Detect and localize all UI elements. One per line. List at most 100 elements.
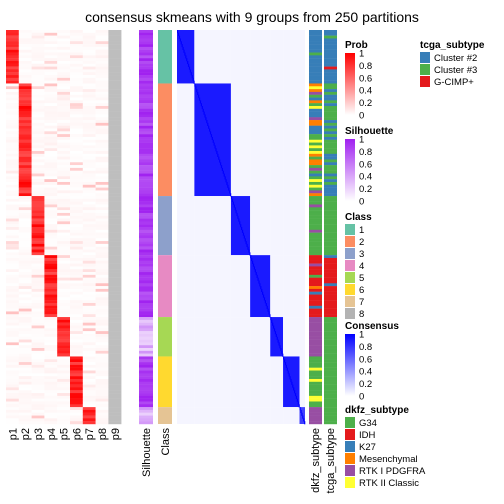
prob-cell — [57, 381, 71, 385]
prob-cell — [31, 134, 45, 138]
prob-cell — [82, 249, 96, 253]
consensus-diagonal-cell — [187, 60, 189, 65]
prob-cell — [31, 224, 45, 228]
dkfz-subtype-cell — [309, 376, 322, 380]
prob-cell — [70, 376, 83, 380]
prob-cell — [108, 322, 122, 326]
consensus-diagonal-cell — [227, 184, 229, 188]
consensus-diagonal-cell — [241, 229, 244, 233]
consensus-diagonal-cell — [214, 145, 216, 149]
prob-cell — [70, 136, 83, 140]
prob-cell — [6, 148, 19, 152]
prob-cell — [82, 179, 96, 183]
prob-cell — [82, 148, 96, 152]
consensus-diagonal-cell — [208, 125, 210, 129]
tcga-subtype-cell — [324, 131, 337, 135]
prob-cell — [57, 94, 71, 98]
dkfz-subtype-cell — [309, 212, 322, 216]
prob-cell — [6, 72, 19, 76]
prob-cell — [95, 224, 109, 228]
prob-cell — [44, 86, 58, 90]
prob-cell — [6, 35, 19, 39]
prob-cell — [57, 238, 71, 242]
prob-cell — [18, 348, 32, 352]
silhouette-cell — [139, 153, 153, 157]
dkfz-subtype-cell — [309, 263, 322, 267]
prob-cell — [6, 83, 19, 87]
prob-cell — [6, 105, 19, 109]
prob-cell — [6, 117, 19, 121]
silhouette-cell — [139, 66, 153, 70]
prob-cell — [95, 63, 109, 67]
prob-cell — [95, 263, 109, 267]
tcga-subtype-cell — [324, 103, 337, 107]
silhouette-cell — [139, 266, 153, 270]
prob-cell — [6, 167, 19, 171]
prob-cell — [6, 398, 19, 402]
prob-cell — [108, 390, 122, 394]
prob-cell — [18, 246, 32, 250]
prob-cell — [57, 263, 71, 267]
prob-cell — [18, 120, 32, 124]
prob-cell — [18, 257, 32, 261]
prob-cell — [57, 401, 71, 405]
silhouette-cell — [139, 165, 153, 169]
silhouette-cell — [139, 204, 153, 208]
prob-cell — [95, 83, 109, 87]
prob-cell — [82, 421, 96, 425]
prob-cell — [95, 125, 109, 129]
prob-cell — [6, 345, 19, 349]
prob-cell — [95, 139, 109, 143]
prob-cell — [82, 350, 96, 354]
prob-cell — [70, 198, 83, 202]
prob-cell — [44, 325, 58, 329]
prob-cell — [95, 243, 109, 247]
prob-cell — [108, 232, 122, 236]
dkfz-subtype-cell — [309, 342, 322, 346]
prob-cell — [70, 404, 83, 408]
prob-cell — [82, 83, 96, 87]
consensus-diagonal-cell — [294, 390, 296, 394]
tcga-subtype-cell — [324, 286, 337, 290]
prob-cell — [31, 378, 45, 382]
prob-cell — [6, 221, 19, 225]
prob-cell — [18, 134, 32, 138]
prob-cell — [57, 190, 71, 194]
prob-cell — [70, 345, 83, 349]
prob-cell — [108, 224, 122, 228]
prob-cell — [44, 41, 58, 45]
prob-cell — [18, 165, 32, 169]
tcga-subtype-cell — [324, 212, 337, 216]
prob-cell — [82, 238, 96, 242]
prob-cell — [70, 393, 83, 397]
prob-cell — [95, 77, 109, 81]
prob-cell — [57, 181, 71, 185]
consensus-diagonal-cell — [289, 376, 291, 380]
prob-cell — [31, 294, 45, 298]
prob-cell — [18, 229, 32, 233]
prob-cell — [57, 134, 71, 138]
prob-cell — [95, 249, 109, 253]
silhouette-cell — [139, 348, 153, 352]
prob-cell — [44, 198, 58, 202]
silhouette-cell — [139, 49, 153, 53]
prob-cell — [31, 336, 45, 340]
prob-cell — [108, 269, 122, 273]
prob-cell — [95, 91, 109, 95]
dkfz-subtype-cell — [309, 159, 322, 163]
prob-cell — [18, 407, 32, 411]
prob-cell — [108, 421, 122, 425]
prob-cell — [44, 297, 58, 301]
consensus-diagonal-cell — [237, 215, 239, 219]
silhouette-cell — [139, 246, 153, 250]
tcga-subtype-cell — [324, 32, 337, 36]
prob-cell — [82, 331, 96, 335]
prob-cell — [31, 401, 45, 405]
prob-cell — [95, 162, 109, 166]
consensus-diagonal-cell — [240, 224, 242, 228]
tcga-subtype-cell — [324, 300, 337, 304]
prob-cell — [82, 263, 96, 267]
prob-cell — [70, 274, 83, 278]
dkfz-subtype-cell — [309, 319, 322, 323]
